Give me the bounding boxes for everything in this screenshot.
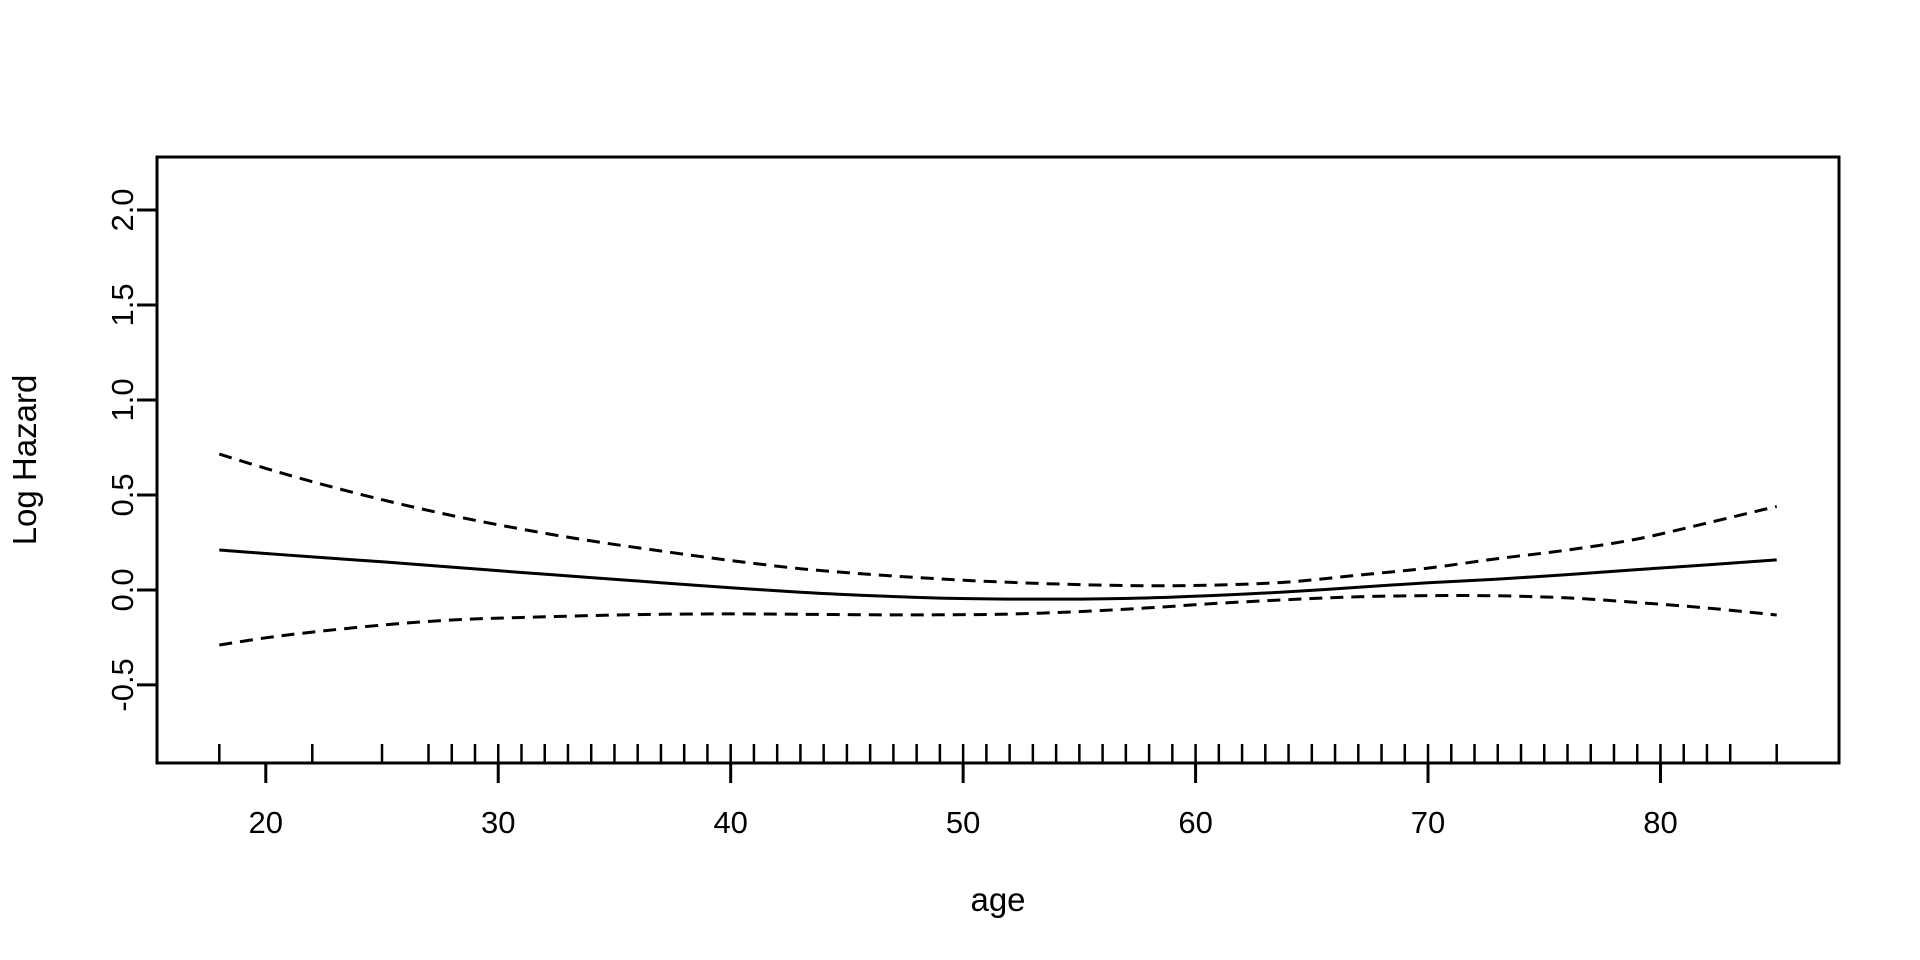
- y-tick-label: -0.5: [105, 658, 140, 711]
- plot-area: age Log Hazard 20 30 40 50 60 70 80 -0.5 0.0 0.5 1…: [6, 155, 1841, 918]
- x-tick-label: 40: [713, 805, 747, 840]
- y-tick-label: 1.5: [105, 283, 140, 326]
- x-tick-label: 50: [946, 805, 980, 840]
- y-axis-ticks: [137, 208, 157, 687]
- upper-confidence-band-line: [218, 452, 1778, 588]
- x-tick-label: 20: [249, 805, 283, 840]
- x-tick-label: 80: [1643, 805, 1677, 840]
- lower-confidence-band-line: [219, 594, 1777, 647]
- x-axis-ticks: [264, 763, 1662, 783]
- y-tick-label: 0.0: [105, 568, 140, 611]
- log-hazard-fit-line: [219, 548, 1777, 601]
- y-axis-title: Log Hazard: [6, 375, 43, 546]
- x-axis-title: age: [970, 881, 1025, 918]
- y-tick-label: 1.0: [105, 378, 140, 421]
- x-tick-label: 30: [481, 805, 515, 840]
- y-tick-label: 2.0: [105, 188, 140, 231]
- x-tick-label: 70: [1411, 805, 1445, 840]
- plot-border: [155, 155, 1841, 765]
- x-tick-label: 60: [1178, 805, 1212, 840]
- rug-marks: [218, 744, 1778, 763]
- y-tick-label: 0.5: [105, 473, 140, 516]
